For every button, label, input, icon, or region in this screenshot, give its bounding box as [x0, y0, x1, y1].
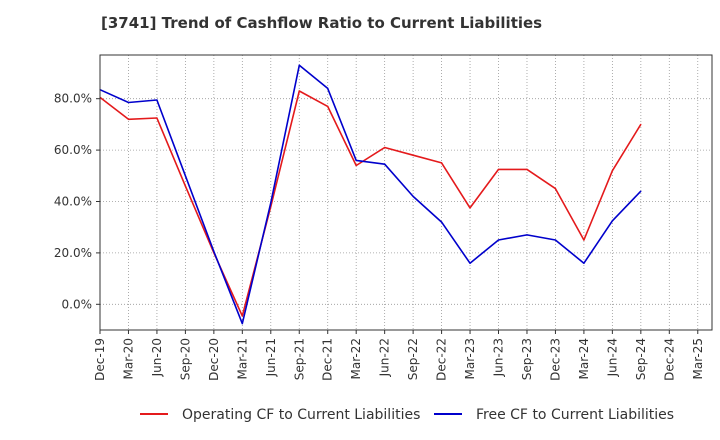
- data-point: [270, 202, 272, 204]
- y-tick-label: 40.0%: [54, 194, 92, 208]
- data-point: [327, 105, 329, 108]
- series-lines: [99, 64, 642, 325]
- x-tick-label: Jun-23: [492, 338, 506, 377]
- plot-background: [100, 55, 712, 330]
- legend-label: Operating CF to Current Liabilities: [182, 407, 420, 423]
- x-tick-label: Dec-22: [435, 338, 449, 381]
- data-point: [583, 239, 585, 241]
- data-point: [412, 154, 414, 156]
- x-tick-label: Dec-24: [662, 338, 676, 381]
- data-point: [241, 315, 243, 317]
- data-point: [497, 168, 500, 170]
- x-tick-label: Sep-21: [292, 338, 306, 380]
- data-point: [440, 162, 443, 164]
- x-tick-label: Jun-20: [150, 338, 164, 377]
- legend: Operating CF to Current Liabilities Free …: [140, 407, 674, 423]
- y-tick-label: 80.0%: [54, 92, 92, 106]
- data-point: [156, 117, 158, 119]
- data-point: [554, 188, 557, 190]
- data-point: [355, 159, 357, 161]
- y-tick-label: 0.0%: [62, 297, 93, 311]
- x-tick-label: Dec-23: [548, 338, 562, 381]
- plot-frame: [99, 54, 713, 331]
- x-tick-label: Mar-23: [463, 338, 477, 379]
- x-tick-label: Dec-20: [207, 338, 221, 381]
- x-tick-label: Jun-24: [605, 338, 619, 377]
- x-tick-label: Dec-19: [93, 338, 107, 381]
- series-line: [99, 64, 642, 325]
- x-tick-label: Jun-22: [378, 338, 392, 377]
- data-point: [184, 185, 186, 187]
- data-point: [497, 239, 500, 241]
- data-point: [611, 220, 613, 222]
- x-tick-label: Mar-21: [235, 338, 249, 379]
- data-point: [241, 322, 243, 325]
- x-tick-label: Sep-22: [406, 338, 420, 380]
- y-tick-label: 60.0%: [54, 143, 92, 157]
- data-point: [355, 164, 357, 167]
- data-point: [384, 146, 386, 149]
- y-tick-label: 20.0%: [54, 246, 92, 260]
- data-point: [156, 99, 158, 101]
- data-point: [640, 123, 642, 125]
- data-point: [384, 163, 386, 165]
- data-point: [554, 239, 557, 241]
- x-tick-label: Sep-24: [634, 338, 648, 380]
- data-point: [412, 195, 414, 197]
- x-tick-label: Jun-21: [264, 338, 278, 377]
- data-point: [583, 262, 585, 264]
- y-axis-ticks: 0.0% 20.0% 40.0% 60.0% 80.0%: [54, 92, 100, 311]
- data-point: [327, 87, 329, 90]
- chart-title: [3741] Trend of Cashflow Ratio to Curren…: [101, 14, 543, 32]
- x-tick-label: Sep-20: [178, 338, 192, 380]
- x-tick-label: Mar-22: [349, 338, 363, 379]
- data-point: [213, 251, 215, 253]
- x-tick-label: Mar-20: [121, 338, 135, 379]
- data-point: [127, 101, 130, 104]
- data-point: [526, 234, 528, 236]
- data-point: [298, 90, 300, 92]
- x-tick-label: Sep-23: [520, 338, 534, 380]
- data-point: [469, 207, 471, 209]
- data-point: [184, 175, 186, 177]
- data-point: [127, 118, 130, 120]
- data-point: [526, 168, 528, 170]
- series-line: [99, 90, 642, 317]
- data-point: [469, 262, 471, 264]
- data-point: [440, 221, 443, 223]
- legend-label: Free CF to Current Liabilities: [476, 407, 674, 423]
- data-point: [298, 64, 300, 66]
- x-tick-label: Dec-21: [321, 338, 335, 381]
- x-tick-label: Mar-24: [577, 338, 591, 379]
- x-axis-ticks: Dec-19 Mar-20 Jun-20 Sep-20 Dec-20 Mar-21 Jun-…: [93, 330, 705, 381]
- data-point: [640, 190, 642, 192]
- x-tick-label: Mar-25: [691, 338, 705, 379]
- data-point: [611, 170, 613, 172]
